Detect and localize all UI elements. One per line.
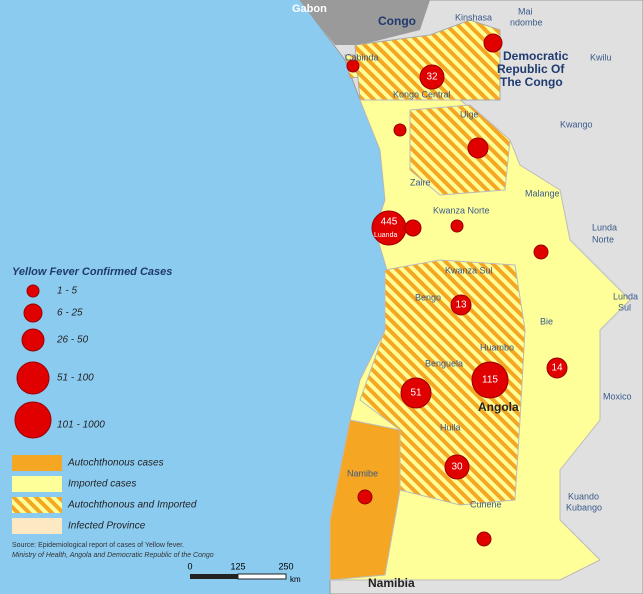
legend-label: 1 - 5 bbox=[57, 286, 77, 297]
province-label: Kwanza Sul bbox=[445, 265, 493, 275]
province-label: Kinshasa bbox=[455, 12, 492, 22]
country-label: Democratic bbox=[503, 49, 569, 63]
legend-label: 101 - 1000 bbox=[57, 420, 105, 431]
bubble-label: 30 bbox=[451, 462, 463, 473]
legend-label: Autochthonous cases bbox=[67, 458, 164, 469]
bubble bbox=[404, 219, 422, 237]
country-label: Namibia bbox=[368, 576, 415, 590]
scale-unit: km bbox=[290, 575, 301, 584]
bubble bbox=[533, 244, 549, 260]
country-label: Congo bbox=[378, 14, 416, 28]
bubble-label: 115 bbox=[482, 375, 498, 386]
scale-segment bbox=[237, 573, 287, 580]
province-label: Cabinda bbox=[345, 52, 379, 62]
legend-label: Infected Province bbox=[68, 521, 146, 532]
legend-title: Yellow Fever Confirmed Cases bbox=[12, 266, 172, 278]
legend-circle bbox=[23, 303, 43, 323]
bubbles: 32 445 13 14 115 51 30 bbox=[346, 33, 568, 547]
legend-label: Autochthonous and Imported bbox=[67, 500, 197, 511]
congo-region bbox=[300, 0, 430, 45]
bubble bbox=[467, 137, 489, 159]
province-label: Luanda bbox=[374, 232, 397, 239]
province-label: Lunda bbox=[613, 291, 638, 301]
province-label: Cunene bbox=[470, 499, 502, 509]
bubble bbox=[400, 377, 432, 409]
legend-swatch bbox=[12, 455, 62, 471]
province-label: Huila bbox=[440, 422, 461, 432]
legend-circle bbox=[14, 401, 52, 439]
legend-label: Imported cases bbox=[68, 479, 136, 490]
scale-bar: 0 125 250 km bbox=[187, 561, 301, 584]
legend: Yellow Fever Confirmed Cases 1 - 5 6 - 2… bbox=[12, 266, 214, 559]
province-label: Malange bbox=[525, 188, 560, 198]
bubble-label: 13 bbox=[455, 300, 467, 311]
country-label: Republic Of bbox=[497, 62, 565, 76]
legend-label: 26 - 50 bbox=[56, 335, 89, 346]
bubble bbox=[346, 59, 360, 73]
source: Ministry of Health, Angola and Democrati… bbox=[12, 552, 214, 559]
country-label: Gabon bbox=[292, 3, 327, 15]
hatched-south bbox=[359, 259, 526, 506]
province-label: Uige bbox=[460, 109, 479, 119]
legend-swatch bbox=[12, 497, 62, 513]
province-label: Kwango bbox=[560, 119, 593, 129]
bubble bbox=[450, 294, 472, 316]
country-label: Angola bbox=[478, 400, 519, 414]
legend-label: 51 - 100 bbox=[57, 373, 94, 384]
province-label: Bengo bbox=[415, 292, 441, 302]
province-label: Kongo Central bbox=[393, 89, 451, 99]
province-label: Mai bbox=[518, 6, 533, 16]
province-label: Kubango bbox=[566, 502, 602, 512]
bubble-label: 32 bbox=[426, 72, 438, 83]
province-label: ndombe bbox=[510, 17, 543, 27]
province-label: Benguela bbox=[425, 358, 463, 368]
bubble bbox=[393, 123, 407, 137]
province-labels: Kinshasa Mai ndombe Kwilu Kwango Cabinda… bbox=[345, 6, 638, 512]
province-label: Bie bbox=[540, 316, 553, 326]
scale-label: 0 bbox=[187, 561, 192, 571]
bubble bbox=[450, 219, 464, 233]
province-label: Moxico bbox=[603, 391, 632, 401]
province-label: Kuando bbox=[568, 491, 599, 501]
legend-circle bbox=[16, 361, 50, 395]
source: Source: Epidemiological report of cases … bbox=[12, 542, 184, 549]
bubble bbox=[476, 531, 492, 547]
legend-circle bbox=[26, 284, 40, 298]
bubble bbox=[357, 489, 373, 505]
legend-circle bbox=[21, 328, 45, 352]
province-label: Zaire bbox=[410, 177, 431, 187]
province-label: Kwanza Norte bbox=[433, 205, 490, 215]
province-label: Huambo bbox=[480, 342, 514, 352]
bubble bbox=[444, 454, 470, 480]
uige bbox=[409, 104, 511, 196]
province-label: Namibe bbox=[347, 468, 378, 478]
scale-segment bbox=[190, 574, 238, 579]
bubble-label: 51 bbox=[410, 388, 422, 399]
country-label: The Congo bbox=[500, 75, 563, 89]
bubble bbox=[483, 33, 503, 53]
legend-swatch bbox=[12, 476, 62, 492]
province-label: Sul bbox=[618, 302, 631, 312]
province-label: Kwilu bbox=[590, 52, 612, 62]
legend-label: 6 - 25 bbox=[57, 308, 83, 319]
legend-swatch bbox=[12, 518, 62, 534]
country-labels: Gabon Congo Democratic Republic Of The C… bbox=[292, 3, 569, 590]
bubble bbox=[546, 357, 568, 379]
bubble bbox=[419, 64, 445, 90]
province-label: Lunda bbox=[592, 222, 617, 232]
bubble bbox=[471, 361, 509, 399]
scale-label: 125 bbox=[230, 561, 245, 571]
province-label: Norte bbox=[592, 234, 614, 244]
scale-label: 250 bbox=[278, 561, 293, 571]
bubble-label: 14 bbox=[551, 363, 563, 374]
bubble-label: 445 bbox=[381, 217, 398, 228]
